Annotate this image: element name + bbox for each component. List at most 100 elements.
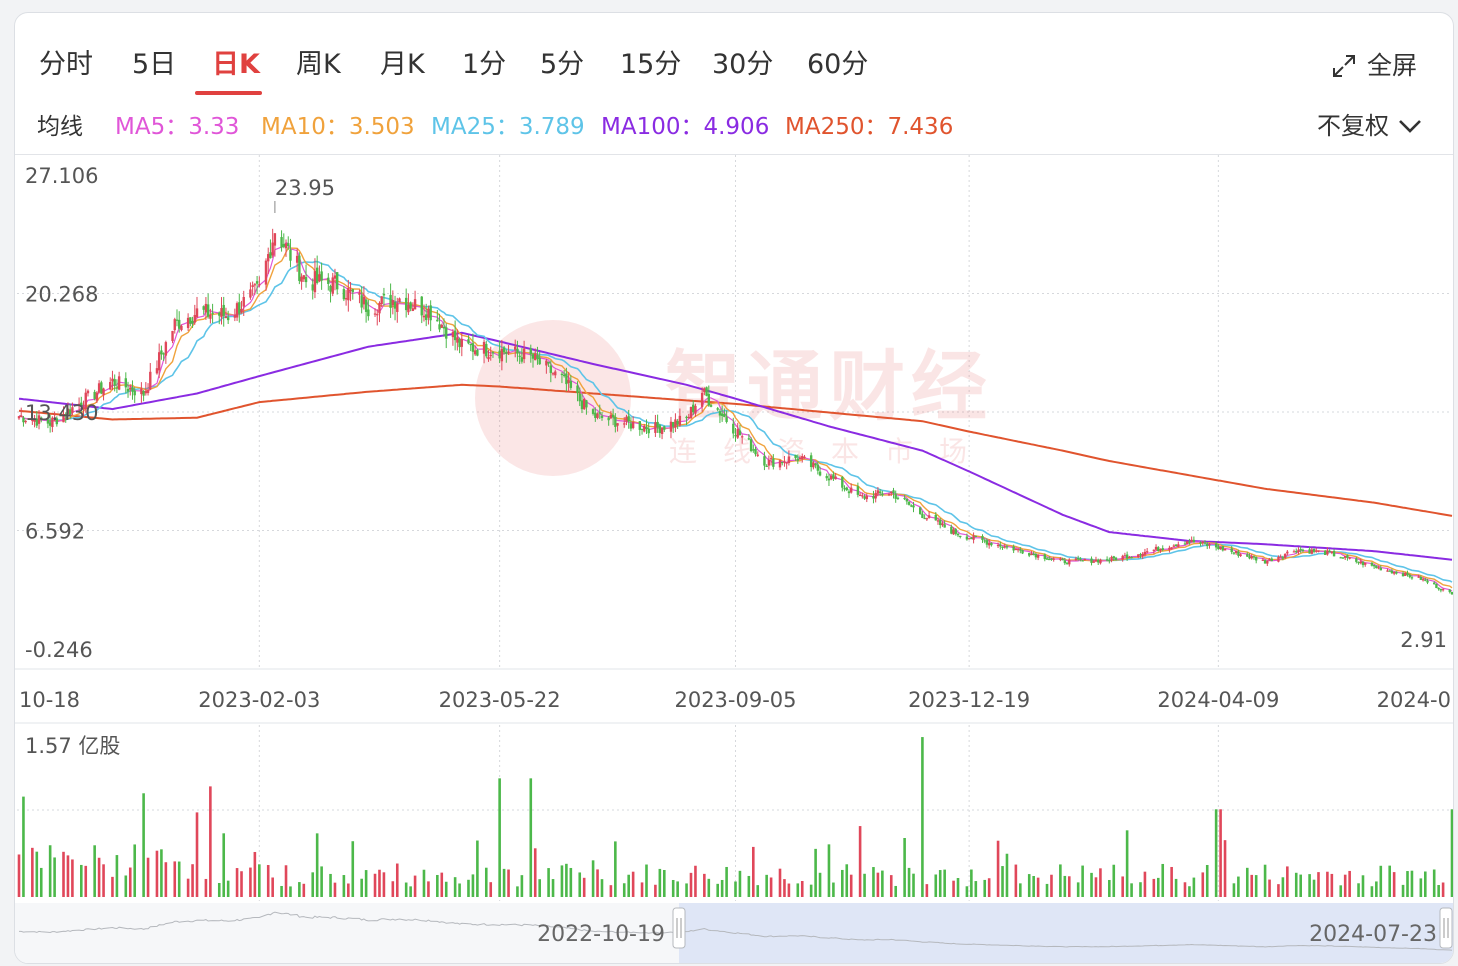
candle-body xyxy=(1208,544,1211,546)
volume-bar xyxy=(996,840,1000,897)
tab-4[interactable]: 月K xyxy=(380,49,425,80)
candle-body xyxy=(560,373,564,376)
candle-body xyxy=(273,233,277,246)
candle-body xyxy=(1328,550,1331,553)
volume-bar xyxy=(1223,840,1227,897)
candle-body xyxy=(264,260,268,285)
candle-body xyxy=(233,315,237,318)
candle-body xyxy=(398,298,401,303)
volume-bar xyxy=(1019,883,1022,897)
candle-body xyxy=(411,308,415,311)
candle-body xyxy=(249,289,252,298)
volume-bar xyxy=(1125,830,1129,897)
candle-body xyxy=(133,390,136,396)
candle-body xyxy=(146,390,150,394)
volume-bar xyxy=(1388,865,1391,897)
candle-body xyxy=(1219,546,1222,550)
tab-1[interactable]: 5日 xyxy=(132,49,177,80)
volume-bar xyxy=(1375,881,1378,897)
candle-body xyxy=(1076,558,1080,560)
candle-body xyxy=(500,348,504,362)
tab-0[interactable]: 分时 xyxy=(39,49,93,80)
candle-body xyxy=(342,289,346,300)
volume-bar xyxy=(31,847,34,897)
volume-bar xyxy=(1161,863,1165,897)
volume-bar xyxy=(195,812,199,897)
candle-body xyxy=(631,422,635,429)
candle-body xyxy=(195,308,199,318)
candle-body xyxy=(113,379,116,386)
candle-body xyxy=(1090,558,1093,563)
ma-title: 均线 xyxy=(37,114,83,140)
adjust-select[interactable]: 不复权 xyxy=(1317,109,1423,143)
volume-bar xyxy=(111,876,114,897)
tab-2[interactable]: 日K xyxy=(212,49,260,80)
candle-body xyxy=(171,330,174,342)
candle-body xyxy=(407,305,410,313)
candle-body xyxy=(1232,552,1236,554)
volume-bar xyxy=(409,886,412,897)
candle-body xyxy=(1421,579,1425,581)
candle-body xyxy=(48,422,52,426)
candle-body xyxy=(1301,549,1305,551)
candle-body xyxy=(238,302,241,314)
navigator-right-handle[interactable] xyxy=(1439,907,1453,949)
tab-5[interactable]: 1分 xyxy=(462,49,507,80)
candle-body xyxy=(629,423,633,429)
candle-body xyxy=(723,414,726,418)
candle-body xyxy=(1170,547,1173,549)
candle-body xyxy=(482,341,486,354)
candle-body xyxy=(990,542,993,546)
candle-body xyxy=(903,497,906,500)
candle-body xyxy=(872,496,875,499)
volume-bar xyxy=(391,881,395,897)
candle-body xyxy=(1154,546,1158,550)
tab-3[interactable]: 周K xyxy=(296,49,341,80)
ma-legend-ma5: MA5：3.33 xyxy=(115,114,240,140)
candle-body xyxy=(295,255,299,263)
volume-bar xyxy=(1036,877,1040,897)
tab-9[interactable]: 60分 xyxy=(807,49,869,80)
volume-bar xyxy=(551,879,555,897)
candle-body xyxy=(959,535,962,538)
volume-bar xyxy=(769,877,773,897)
volume-bar xyxy=(1370,886,1374,897)
candle-body xyxy=(300,276,303,282)
candle-body xyxy=(981,536,984,541)
tab-6[interactable]: 5分 xyxy=(540,49,585,80)
candle-body xyxy=(333,275,337,279)
volume-bar xyxy=(1232,883,1236,897)
candle-body xyxy=(115,387,119,389)
volume-bar xyxy=(1277,884,1280,897)
candle-body xyxy=(1221,546,1225,551)
candle-body xyxy=(1005,546,1009,548)
fullscreen-button[interactable]: 全屏 xyxy=(1331,49,1417,83)
volume-bar xyxy=(35,851,39,897)
volume-bar xyxy=(173,861,177,897)
candle-body xyxy=(1203,542,1207,544)
volume-bar xyxy=(1201,872,1205,897)
volume-bar xyxy=(133,844,137,897)
volume-bar xyxy=(591,860,595,897)
candle-body xyxy=(100,382,103,394)
candle-body xyxy=(211,312,214,314)
candle-body xyxy=(843,488,846,490)
candle-body xyxy=(660,427,664,435)
candle-body xyxy=(498,350,501,359)
navigator-left-handle[interactable] xyxy=(672,907,686,949)
volume-bar xyxy=(128,867,132,897)
candle-body xyxy=(224,316,228,319)
volume-bar xyxy=(1254,875,1258,897)
volume-bar xyxy=(1361,875,1365,897)
candle-body xyxy=(1128,556,1131,558)
candle-body xyxy=(1074,558,1078,560)
ma-legend-ma25: MA25：3.789 xyxy=(431,114,585,140)
candle-body xyxy=(1261,559,1265,561)
volume-bar xyxy=(627,874,630,897)
ma-legend-ma100: MA100：4.906 xyxy=(601,114,770,140)
candle-body xyxy=(970,537,973,539)
tab-7[interactable]: 15分 xyxy=(620,49,682,80)
tab-8[interactable]: 30分 xyxy=(712,49,774,80)
volume-bar xyxy=(1441,882,1445,897)
